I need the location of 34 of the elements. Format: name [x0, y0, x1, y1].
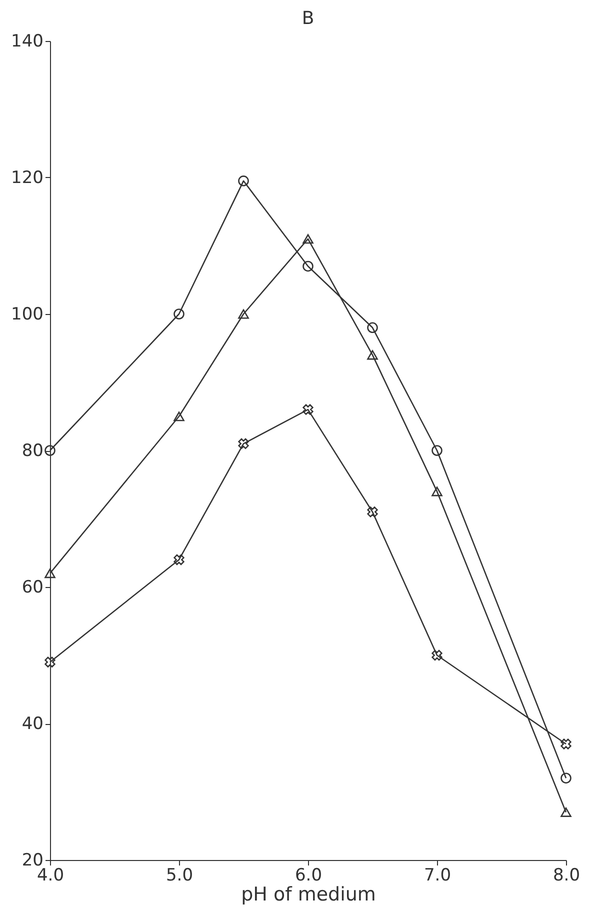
y-tick-label: 140	[11, 32, 44, 52]
point	[44, 568, 56, 578]
point	[432, 486, 442, 496]
point	[432, 650, 442, 661]
point	[238, 176, 249, 186]
x-tick-label: 4.0	[36, 866, 64, 886]
point	[560, 807, 572, 817]
point	[174, 412, 184, 422]
y-tick-label: 60	[22, 578, 44, 598]
y-tick-label: 120	[11, 168, 44, 188]
point	[367, 506, 378, 518]
x-tick-label: 7.0	[424, 866, 452, 886]
chart-title: B	[302, 8, 314, 29]
point	[174, 554, 184, 566]
y-tick-label: 80	[22, 441, 44, 461]
x-axis-title: pH of medium	[241, 884, 376, 906]
x-tick-label: 5.0	[166, 866, 194, 886]
point	[560, 772, 572, 784]
y-tick-label: 100	[11, 304, 44, 324]
point	[302, 260, 314, 272]
point	[44, 656, 56, 668]
point	[44, 445, 56, 456]
point	[560, 738, 572, 750]
x-tick-label: 8.0	[552, 866, 580, 886]
point	[432, 445, 442, 456]
point	[302, 404, 314, 415]
point	[367, 322, 378, 334]
point	[238, 438, 249, 450]
point	[367, 350, 378, 360]
y-tick-label: 40	[22, 714, 44, 734]
point	[174, 308, 184, 320]
point	[302, 234, 314, 244]
point	[238, 309, 249, 319]
x-tick-label: 6.0	[294, 866, 322, 886]
